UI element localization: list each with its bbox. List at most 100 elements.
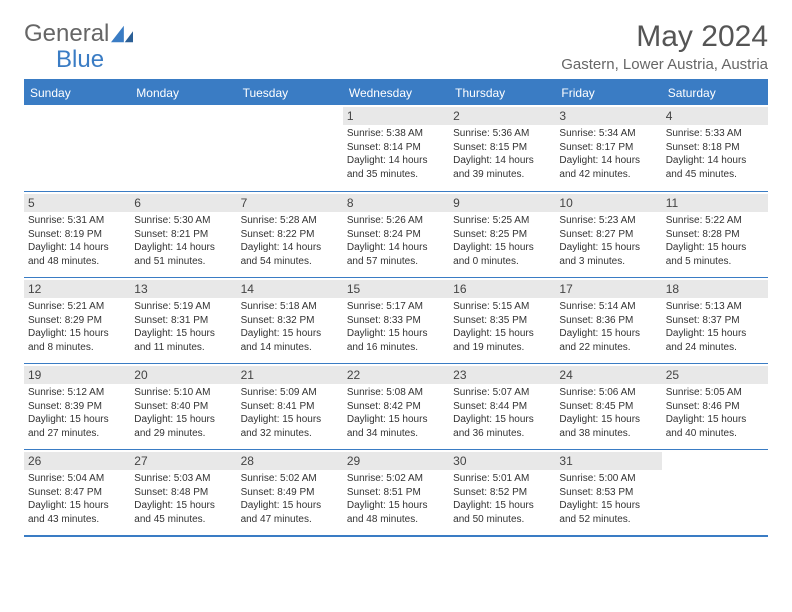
column-header-thursday: Thursday — [449, 81, 555, 105]
sunrise-text: Sunrise: 5:14 AM — [559, 300, 657, 314]
page-title: May 2024 — [561, 20, 768, 54]
daylight-text: Daylight: 14 hours and 57 minutes. — [347, 241, 445, 268]
day-cell: 16Sunrise: 5:15 AMSunset: 8:35 PMDayligh… — [449, 277, 555, 363]
day-number: 5 — [24, 194, 130, 212]
day-number: 18 — [662, 280, 768, 298]
day-number: 9 — [449, 194, 555, 212]
column-header-saturday: Saturday — [662, 81, 768, 105]
logo-blue-row: GeBlue — [24, 46, 104, 74]
logo: General — [24, 20, 133, 48]
sunrise-text: Sunrise: 5:33 AM — [666, 127, 764, 141]
empty-cell — [662, 449, 768, 535]
daylight-text: Daylight: 15 hours and 24 minutes. — [666, 327, 764, 354]
sunrise-text: Sunrise: 5:21 AM — [28, 300, 126, 314]
sunset-text: Sunset: 8:24 PM — [347, 228, 445, 242]
day-number: 21 — [237, 366, 343, 384]
sunrise-text: Sunrise: 5:31 AM — [28, 214, 126, 228]
day-cell: 30Sunrise: 5:01 AMSunset: 8:52 PMDayligh… — [449, 449, 555, 535]
day-number: 15 — [343, 280, 449, 298]
day-cell: 7Sunrise: 5:28 AMSunset: 8:22 PMDaylight… — [237, 191, 343, 277]
column-header-sunday: Sunday — [24, 81, 130, 105]
day-cell: 28Sunrise: 5:02 AMSunset: 8:49 PMDayligh… — [237, 449, 343, 535]
daylight-text: Daylight: 14 hours and 48 minutes. — [28, 241, 126, 268]
empty-cell — [237, 105, 343, 191]
sunrise-text: Sunrise: 5:38 AM — [347, 127, 445, 141]
day-number: 16 — [449, 280, 555, 298]
sunset-text: Sunset: 8:51 PM — [347, 486, 445, 500]
day-cell: 3Sunrise: 5:34 AMSunset: 8:17 PMDaylight… — [555, 105, 661, 191]
daylight-text: Daylight: 15 hours and 8 minutes. — [28, 327, 126, 354]
day-cell: 10Sunrise: 5:23 AMSunset: 8:27 PMDayligh… — [555, 191, 661, 277]
day-number: 7 — [237, 194, 343, 212]
day-cell: 17Sunrise: 5:14 AMSunset: 8:36 PMDayligh… — [555, 277, 661, 363]
sunset-text: Sunset: 8:41 PM — [241, 400, 339, 414]
sunset-text: Sunset: 8:35 PM — [453, 314, 551, 328]
sunrise-text: Sunrise: 5:05 AM — [666, 386, 764, 400]
day-cell: 27Sunrise: 5:03 AMSunset: 8:48 PMDayligh… — [130, 449, 236, 535]
day-number: 14 — [237, 280, 343, 298]
day-cell: 1Sunrise: 5:38 AMSunset: 8:14 PMDaylight… — [343, 105, 449, 191]
day-cell: 5 Sunrise: 5:31 AMSunset: 8:19 PMDaylight… — [24, 191, 130, 277]
day-number: 26 — [24, 452, 130, 470]
sunset-text: Sunset: 8:48 PM — [134, 486, 232, 500]
sunset-text: Sunset: 8:32 PM — [241, 314, 339, 328]
day-cell: 15Sunrise: 5:17 AMSunset: 8:33 PMDayligh… — [343, 277, 449, 363]
day-number: 29 — [343, 452, 449, 470]
sunset-text: Sunset: 8:44 PM — [453, 400, 551, 414]
sunset-text: Sunset: 8:29 PM — [28, 314, 126, 328]
day-number: 30 — [449, 452, 555, 470]
sunrise-text: Sunrise: 5:23 AM — [559, 214, 657, 228]
day-number: 10 — [555, 194, 661, 212]
daylight-text: Daylight: 15 hours and 5 minutes. — [666, 241, 764, 268]
sunrise-text: Sunrise: 5:13 AM — [666, 300, 764, 314]
day-cell: 8Sunrise: 5:26 AMSunset: 8:24 PMDaylight… — [343, 191, 449, 277]
day-number: 4 — [662, 107, 768, 125]
sunset-text: Sunset: 8:37 PM — [666, 314, 764, 328]
sunrise-text: Sunrise: 5:02 AM — [241, 472, 339, 486]
sunrise-text: Sunrise: 5:08 AM — [347, 386, 445, 400]
triangle-icon — [111, 25, 133, 43]
daylight-text: Daylight: 14 hours and 45 minutes. — [666, 154, 764, 181]
daylight-text: Daylight: 15 hours and 52 minutes. — [559, 499, 657, 526]
day-cell: 2Sunrise: 5:36 AMSunset: 8:15 PMDaylight… — [449, 105, 555, 191]
day-number: 11 — [662, 194, 768, 212]
daylight-text: Daylight: 14 hours and 42 minutes. — [559, 154, 657, 181]
logo-text-2: Blue — [56, 46, 104, 73]
day-number: 22 — [343, 366, 449, 384]
day-cell: 18 Sunrise: 5:13 AMSunset: 8:37 PMDayligh… — [662, 277, 768, 363]
sunset-text: Sunset: 8:42 PM — [347, 400, 445, 414]
sunrise-text: Sunrise: 5:09 AM — [241, 386, 339, 400]
daylight-text: Daylight: 15 hours and 34 minutes. — [347, 413, 445, 440]
column-header-wednesday: Wednesday — [343, 81, 449, 105]
sunset-text: Sunset: 8:47 PM — [28, 486, 126, 500]
day-number: 2 — [449, 107, 555, 125]
day-number: 13 — [130, 280, 236, 298]
day-number: 27 — [130, 452, 236, 470]
sunset-text: Sunset: 8:46 PM — [666, 400, 764, 414]
day-cell: 19Sunrise: 5:12 AMSunset: 8:39 PMDayligh… — [24, 363, 130, 449]
sunrise-text: Sunrise: 5:30 AM — [134, 214, 232, 228]
daylight-text: Daylight: 15 hours and 43 minutes. — [28, 499, 126, 526]
sunset-text: Sunset: 8:21 PM — [134, 228, 232, 242]
logo-text-1: General — [24, 20, 109, 48]
location-text: Gastern, Lower Austria, Austria — [561, 56, 768, 73]
sunset-text: Sunset: 8:28 PM — [666, 228, 764, 242]
day-number: 12 — [24, 280, 130, 298]
sunrise-text: Sunrise: 5:18 AM — [241, 300, 339, 314]
daylight-text: Daylight: 15 hours and 0 minutes. — [453, 241, 551, 268]
sunrise-text: Sunrise: 5:34 AM — [559, 127, 657, 141]
sunset-text: Sunset: 8:19 PM — [28, 228, 126, 242]
day-cell: 25Sunrise: 5:05 AMSunset: 8:46 PMDayligh… — [662, 363, 768, 449]
empty-cell — [130, 105, 236, 191]
day-cell: 6Sunrise: 5:30 AMSunset: 8:21 PMDaylight… — [130, 191, 236, 277]
sunrise-text: Sunrise: 5:04 AM — [28, 472, 126, 486]
day-cell: 29Sunrise: 5:02 AMSunset: 8:51 PMDayligh… — [343, 449, 449, 535]
day-number: 28 — [237, 452, 343, 470]
sunset-text: Sunset: 8:18 PM — [666, 141, 764, 155]
sunrise-text: Sunrise: 5:03 AM — [134, 472, 232, 486]
daylight-text: Daylight: 15 hours and 3 minutes. — [559, 241, 657, 268]
day-cell: 11Sunrise: 5:22 AMSunset: 8:28 PMDayligh… — [662, 191, 768, 277]
title-block: May 2024 Gastern, Lower Austria, Austria — [561, 20, 768, 73]
sunrise-text: Sunrise: 5:00 AM — [559, 472, 657, 486]
daylight-text: Daylight: 15 hours and 16 minutes. — [347, 327, 445, 354]
